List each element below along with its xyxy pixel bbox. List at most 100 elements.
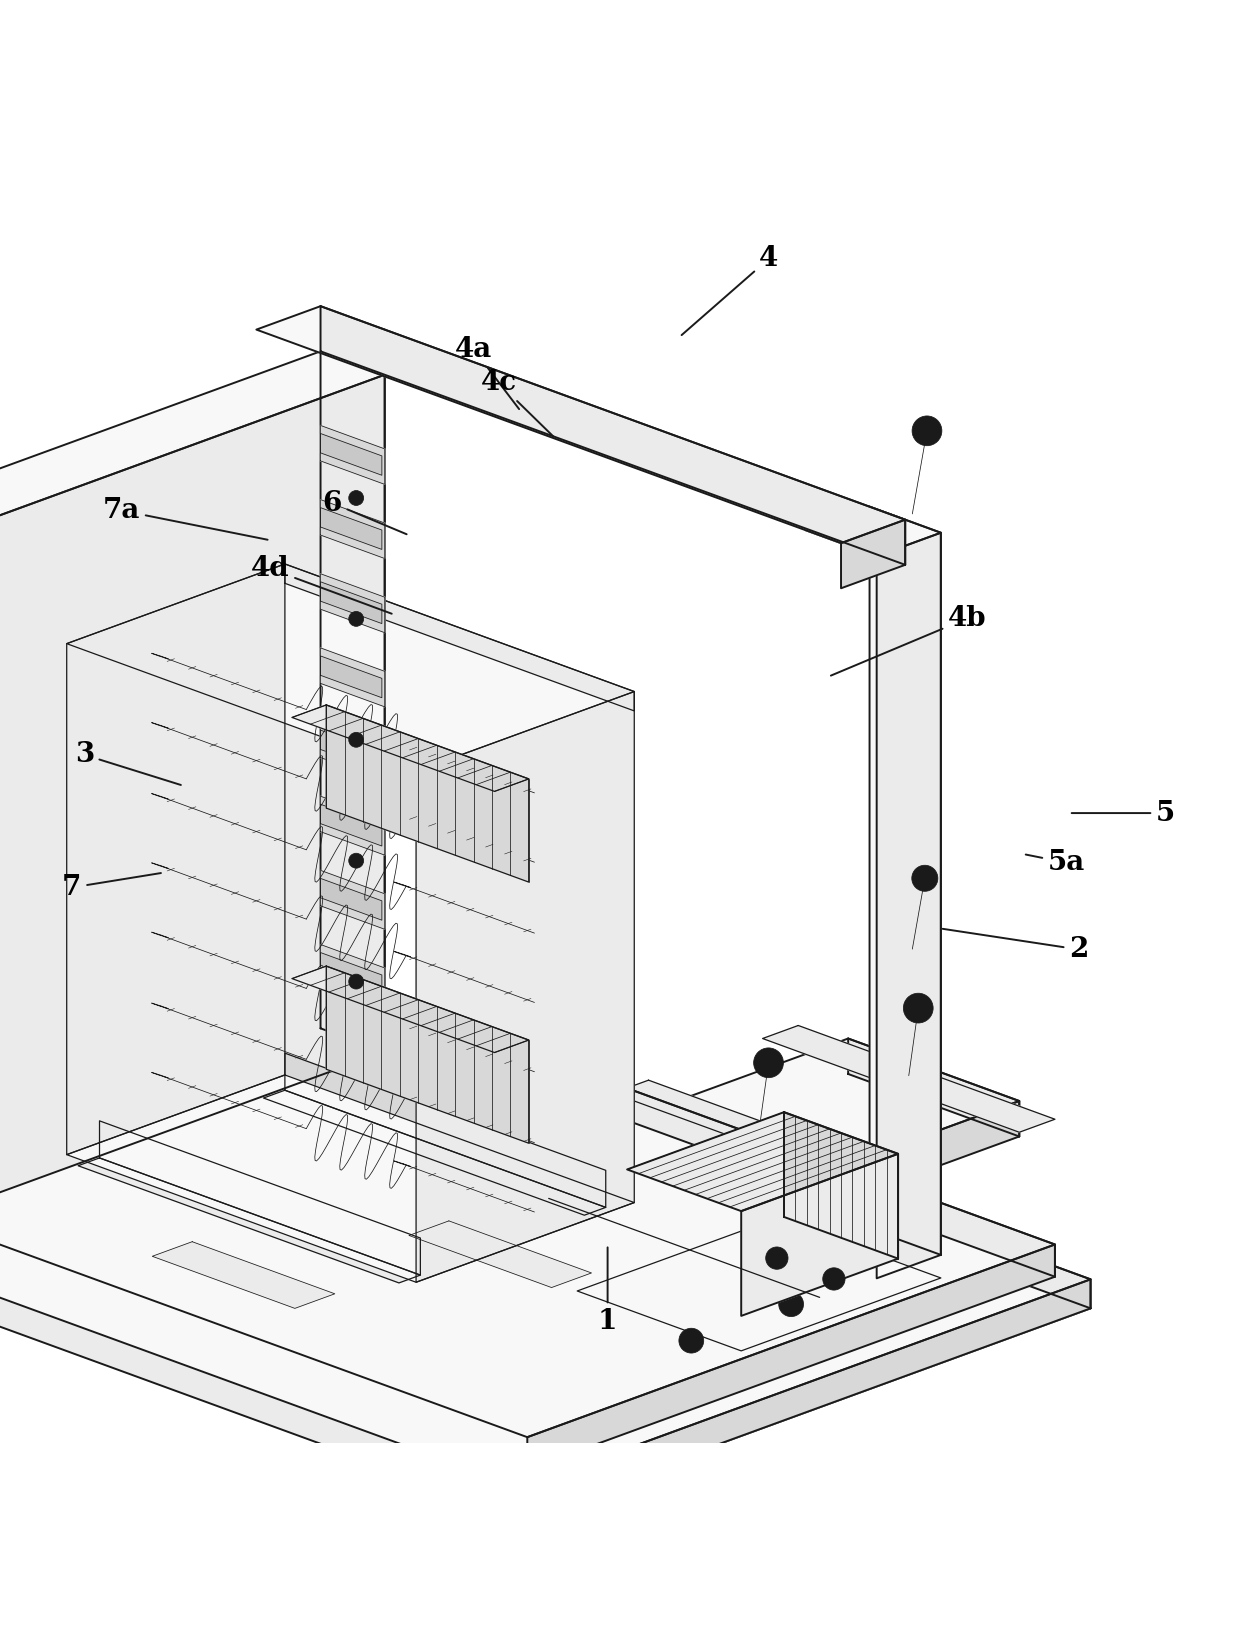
Polygon shape [521, 1279, 1091, 1516]
Polygon shape [527, 1159, 706, 1225]
Circle shape [918, 871, 931, 886]
Polygon shape [409, 1221, 591, 1287]
Polygon shape [649, 1039, 1019, 1174]
Polygon shape [78, 1157, 420, 1282]
Polygon shape [320, 581, 382, 624]
Polygon shape [151, 1073, 169, 1078]
Polygon shape [820, 1101, 1019, 1210]
Polygon shape [151, 863, 169, 869]
Circle shape [821, 1256, 847, 1281]
Circle shape [911, 866, 937, 890]
Polygon shape [293, 966, 528, 1052]
Polygon shape [128, 660, 371, 1104]
Circle shape [823, 1267, 846, 1290]
Polygon shape [151, 653, 169, 658]
Polygon shape [877, 533, 941, 1279]
Polygon shape [394, 1160, 410, 1167]
Polygon shape [320, 879, 382, 920]
Polygon shape [326, 966, 528, 1144]
Text: 4b: 4b [831, 604, 987, 675]
Polygon shape [742, 1154, 898, 1315]
Polygon shape [320, 351, 384, 1052]
Circle shape [680, 1328, 703, 1353]
Circle shape [348, 974, 363, 989]
Polygon shape [394, 1091, 410, 1098]
Circle shape [348, 732, 363, 747]
Polygon shape [320, 507, 382, 550]
Polygon shape [151, 723, 169, 728]
Polygon shape [784, 1113, 898, 1259]
Polygon shape [263, 1090, 605, 1215]
Text: 4d: 4d [250, 555, 392, 614]
Polygon shape [394, 811, 410, 816]
Polygon shape [320, 433, 382, 476]
Polygon shape [285, 1053, 605, 1208]
Polygon shape [86, 999, 371, 1104]
Polygon shape [293, 704, 528, 792]
Polygon shape [67, 565, 285, 1154]
Circle shape [766, 1248, 789, 1269]
Text: 4: 4 [682, 245, 779, 336]
Polygon shape [763, 1025, 1055, 1132]
Polygon shape [320, 723, 384, 780]
Polygon shape [869, 507, 941, 1254]
Polygon shape [320, 316, 384, 375]
Polygon shape [320, 731, 382, 772]
Text: 4a: 4a [455, 336, 520, 410]
Polygon shape [394, 742, 410, 747]
Polygon shape [67, 1075, 635, 1282]
Polygon shape [578, 1218, 941, 1351]
Polygon shape [99, 1121, 420, 1276]
Polygon shape [394, 951, 410, 956]
Text: 7a: 7a [103, 497, 268, 540]
Polygon shape [320, 574, 384, 632]
Text: 3: 3 [74, 741, 181, 785]
Polygon shape [67, 565, 635, 772]
Polygon shape [394, 1021, 410, 1027]
Circle shape [760, 1055, 776, 1072]
Polygon shape [320, 797, 384, 856]
Polygon shape [320, 657, 382, 698]
Text: 4c: 4c [480, 369, 553, 436]
Text: 5a: 5a [1025, 849, 1085, 876]
Polygon shape [0, 351, 384, 542]
Circle shape [348, 853, 363, 867]
Polygon shape [0, 1049, 1091, 1516]
Polygon shape [0, 375, 384, 1218]
Polygon shape [151, 1002, 169, 1009]
Polygon shape [320, 945, 384, 1004]
Polygon shape [151, 793, 169, 800]
Circle shape [904, 993, 934, 1024]
Polygon shape [0, 1002, 1055, 1437]
Polygon shape [527, 1244, 1055, 1470]
Polygon shape [257, 306, 905, 543]
Circle shape [348, 611, 363, 627]
Polygon shape [14, 909, 327, 1024]
Polygon shape [200, 1279, 377, 1345]
Polygon shape [627, 1113, 898, 1211]
Polygon shape [0, 1019, 377, 1256]
Polygon shape [417, 691, 635, 1282]
Circle shape [910, 1001, 926, 1016]
Polygon shape [151, 932, 169, 938]
Polygon shape [806, 507, 941, 556]
Circle shape [779, 1292, 804, 1317]
Polygon shape [285, 565, 635, 711]
Polygon shape [86, 734, 128, 1104]
Circle shape [913, 416, 942, 446]
Circle shape [919, 423, 935, 439]
Polygon shape [320, 425, 384, 484]
Polygon shape [0, 1019, 1091, 1488]
Polygon shape [320, 953, 382, 994]
Text: 6: 6 [322, 489, 407, 535]
Text: 2: 2 [942, 928, 1089, 963]
Polygon shape [326, 704, 528, 882]
Text: 1: 1 [598, 1248, 618, 1335]
Polygon shape [392, 1002, 1055, 1277]
Polygon shape [320, 500, 384, 558]
Text: 7: 7 [62, 872, 161, 900]
Polygon shape [153, 1241, 335, 1309]
Polygon shape [320, 306, 905, 565]
Polygon shape [377, 1019, 1091, 1309]
Polygon shape [320, 871, 384, 930]
